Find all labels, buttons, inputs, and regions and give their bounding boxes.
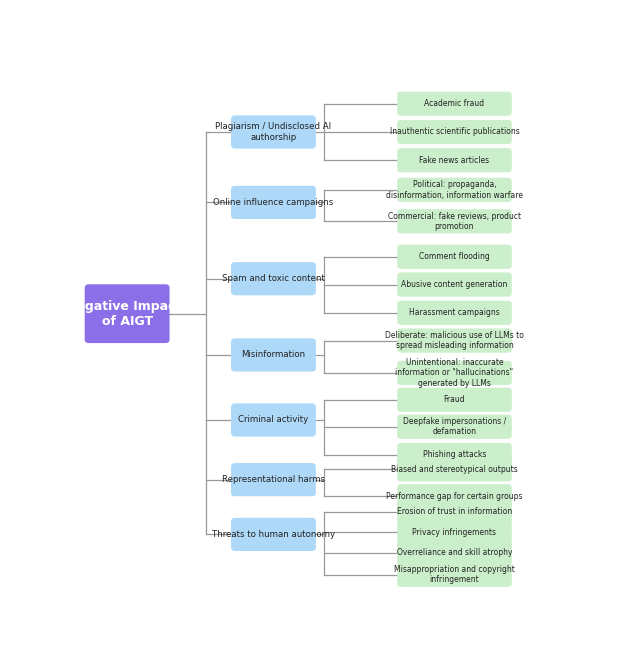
Text: Deliberate: malicious use of LLMs to
spread misleading information: Deliberate: malicious use of LLMs to spr… [385,331,524,350]
FancyBboxPatch shape [397,273,512,297]
Text: Threats to human autonomy: Threats to human autonomy [212,530,335,539]
Text: Erosion of trust in information: Erosion of trust in information [397,507,512,517]
Text: Privacy infringements: Privacy infringements [413,528,497,537]
FancyBboxPatch shape [397,443,512,467]
Text: Spam and toxic content: Spam and toxic content [222,274,325,283]
Text: Plagiarism / Undisclosed AI
authorship: Plagiarism / Undisclosed AI authorship [216,123,332,141]
Text: Comment flooding: Comment flooding [419,252,490,261]
Text: Overreliance and skill atrophy: Overreliance and skill atrophy [397,548,512,557]
Text: Inauthentic scientific publications: Inauthentic scientific publications [390,127,519,137]
Text: Political: propaganda,
disinformation, information warfare: Political: propaganda, disinformation, i… [386,180,523,200]
FancyBboxPatch shape [397,301,512,325]
FancyBboxPatch shape [397,92,512,116]
FancyBboxPatch shape [397,360,512,385]
FancyBboxPatch shape [231,403,316,437]
Text: Deepfake impersonations /
defamation: Deepfake impersonations / defamation [403,417,506,436]
Text: Harassment campaigns: Harassment campaigns [409,308,500,318]
FancyBboxPatch shape [231,518,316,551]
FancyBboxPatch shape [397,388,512,412]
FancyBboxPatch shape [397,148,512,172]
Text: Fraud: Fraud [444,395,465,404]
FancyBboxPatch shape [397,178,512,202]
FancyBboxPatch shape [397,120,512,144]
Text: Phishing attacks: Phishing attacks [423,450,486,460]
FancyBboxPatch shape [231,262,316,295]
Text: Misinformation: Misinformation [241,350,305,359]
FancyBboxPatch shape [397,541,512,565]
Text: Performance gap for certain groups: Performance gap for certain groups [386,492,523,500]
Text: Fake news articles: Fake news articles [419,155,490,165]
FancyBboxPatch shape [397,328,512,352]
FancyBboxPatch shape [231,115,316,149]
Text: Biased and stereotypical outputs: Biased and stereotypical outputs [391,465,518,474]
Text: Commercial: fake reviews, product
promotion: Commercial: fake reviews, product promot… [388,212,521,231]
FancyBboxPatch shape [231,338,316,372]
Text: Unintentional: inaccurate
information or "hallucinations"
generated by LLMs: Unintentional: inaccurate information or… [396,358,513,388]
Text: Misappropriation and copyright
infringement: Misappropriation and copyright infringem… [394,565,515,584]
FancyBboxPatch shape [84,284,170,343]
Text: Abusive content generation: Abusive content generation [401,280,508,289]
Text: Academic fraud: Academic fraud [424,99,484,109]
Text: Online influence campaigns: Online influence campaigns [213,198,333,207]
FancyBboxPatch shape [397,500,512,524]
FancyBboxPatch shape [397,457,512,482]
FancyBboxPatch shape [397,209,512,233]
FancyBboxPatch shape [397,415,512,439]
FancyBboxPatch shape [397,245,512,269]
FancyBboxPatch shape [231,186,316,219]
FancyBboxPatch shape [397,563,512,587]
Text: Criminal activity: Criminal activity [238,415,308,425]
FancyBboxPatch shape [231,463,316,496]
Text: Representational harms: Representational harms [222,475,325,484]
Text: Negative Impacts
of AIGT: Negative Impacts of AIGT [66,299,189,328]
FancyBboxPatch shape [397,484,512,509]
FancyBboxPatch shape [397,520,512,544]
